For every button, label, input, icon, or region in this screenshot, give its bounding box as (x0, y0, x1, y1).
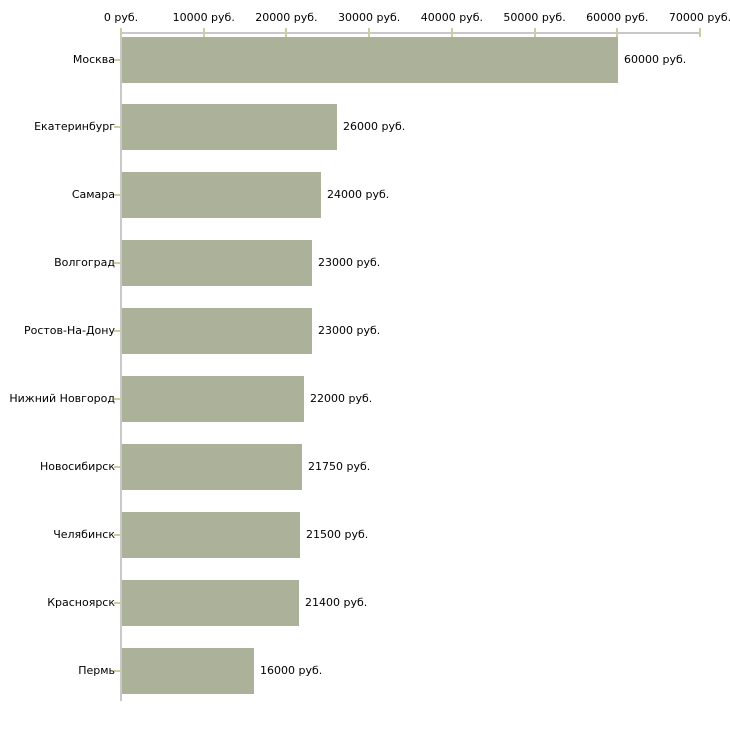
category-label: Ростов-На-Дону (23, 324, 115, 338)
bar-value-label: 21500 руб. (306, 527, 369, 541)
category-tick (114, 533, 121, 536)
bar-value-label: 23000 руб. (318, 256, 381, 270)
bar (122, 376, 304, 422)
x-axis-tick (120, 28, 122, 37)
x-axis-tick-label: 20000 руб. (255, 11, 318, 24)
x-axis-tick (285, 28, 288, 37)
bar (122, 172, 321, 219)
x-axis-tick (450, 28, 453, 37)
bar (122, 240, 312, 287)
category-tick (114, 126, 121, 129)
category-tick (114, 58, 121, 61)
bar (122, 579, 299, 626)
y-axis-line (120, 32, 122, 701)
x-axis-tick-label: 60000 руб. (586, 11, 649, 24)
category-tick (114, 330, 121, 333)
bar (122, 647, 254, 694)
x-axis-tick-label: 50000 руб. (503, 11, 566, 24)
category-label: Москва (72, 52, 115, 66)
category-label: Новосибирск (39, 459, 115, 473)
bar (122, 308, 312, 355)
x-axis-tick-label: 30000 руб. (338, 11, 401, 24)
category-label: Нижний Новгород (9, 392, 115, 405)
category-label: Красноярск (47, 595, 115, 609)
bar-value-label: 23000 руб. (318, 324, 381, 338)
bar (122, 36, 618, 83)
bar-value-label: 60000 руб. (624, 52, 687, 66)
x-axis-tick (368, 28, 371, 37)
bar-value-label: 21750 руб. (308, 459, 371, 473)
x-axis-tick-label: 40000 руб. (420, 11, 483, 24)
category-tick (114, 465, 121, 468)
bar-value-label: 24000 руб. (327, 188, 390, 202)
category-tick (114, 601, 121, 604)
category-label: Челябинск (53, 527, 115, 541)
category-label: Пермь (78, 663, 115, 677)
x-axis-tick (616, 28, 619, 37)
bar (122, 104, 337, 151)
x-axis-tick (533, 28, 536, 37)
x-axis-tick-label: 70000 руб. (668, 11, 730, 24)
category-tick (114, 262, 121, 265)
x-axis-tick (202, 28, 205, 37)
x-axis-line (121, 32, 701, 34)
category-tick (114, 398, 121, 400)
bar (122, 443, 302, 490)
x-axis-tick (699, 28, 701, 37)
bar-value-label: 26000 руб. (343, 120, 406, 134)
category-label: Волгоград (54, 256, 115, 270)
bar-value-label: 16000 руб. (260, 663, 323, 677)
category-tick (114, 669, 121, 672)
category-tick (114, 194, 121, 197)
bar-value-label: 21400 руб. (305, 595, 368, 609)
bar-value-label: 22000 руб. (310, 392, 373, 405)
category-label: Самара (71, 188, 115, 202)
bar (122, 511, 300, 558)
x-axis-tick-label: 10000 руб. (172, 11, 235, 24)
category-label: Екатеринбург (34, 120, 115, 134)
x-axis-tick-label: 0 руб. (103, 11, 139, 24)
